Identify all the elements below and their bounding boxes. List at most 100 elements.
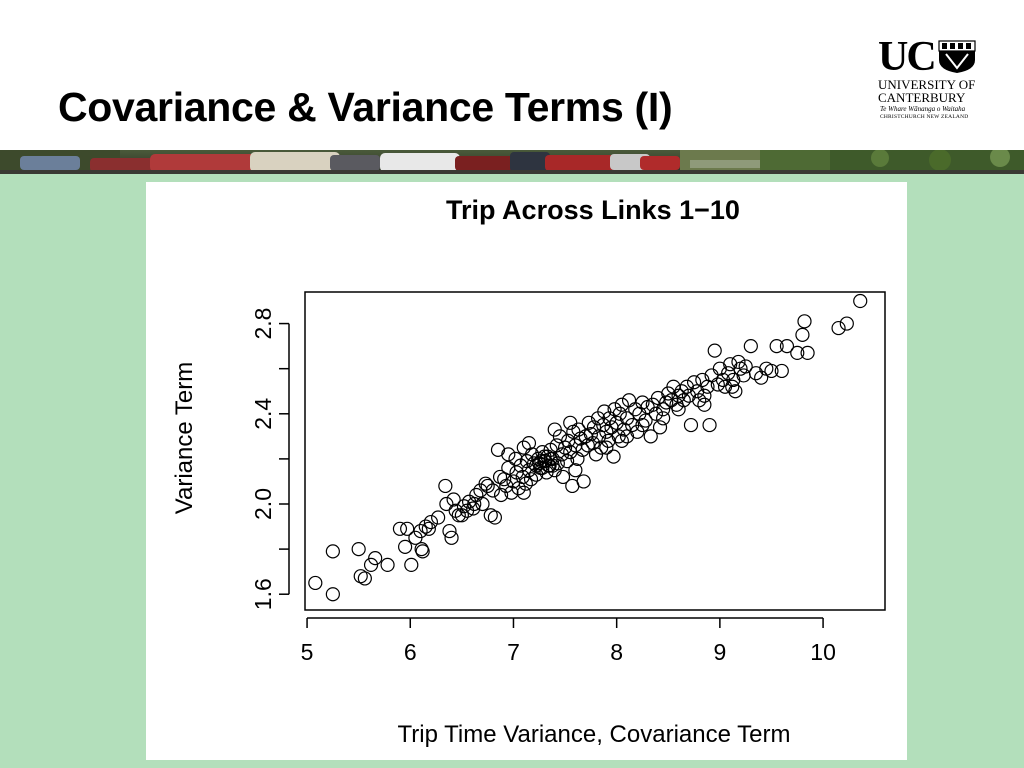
scatter-point [621,393,637,408]
university-logo: UC UNIVERSITY OF CANTERBURY Te Whare Wān… [876,36,982,122]
scatter-point [570,451,585,466]
scatter-point [790,345,805,360]
scatter-point [438,478,453,494]
scatter-point [451,508,466,523]
scatter-point [576,474,591,489]
scatter-point [607,402,622,417]
scatter-point [413,523,428,539]
scatter-point [656,402,671,417]
scatter-point [444,530,459,545]
scatter-point [380,557,395,572]
scatter-point [480,478,495,494]
scatter-point [635,417,650,433]
scatter-point [555,469,571,485]
scatter-point [529,458,544,473]
scatter-point [648,406,663,421]
scatter-point [774,363,789,379]
scatter-point [363,557,379,572]
scatter-point [516,485,531,500]
scatter-point [612,406,627,421]
slide-title: Covariance & Variance Terms (I) [58,84,673,130]
scatter-point [467,496,482,512]
scatter-point [475,496,490,512]
scatter-point [674,384,689,399]
scatter-point [325,544,340,559]
x-tick-label: 9 [713,639,726,665]
scatter-point [779,339,795,354]
scatter-point [518,476,533,491]
y-tick-label: 2.0 [250,488,276,520]
scatter-point [456,499,472,514]
scatter-point [490,442,506,457]
traffic-photo-banner [0,150,1024,174]
scatter-point [725,379,740,394]
scatter-point [560,454,575,469]
y-tick-label: 2.4 [250,398,276,430]
scatter-point [652,420,668,435]
scatter-point [501,460,516,476]
scatter-point [543,451,558,466]
scatter-point [398,539,413,554]
scatter-point [800,345,815,360]
scatter-point [616,422,631,437]
scatter-point [671,402,686,417]
scatter-point [619,429,635,444]
scatter-point [404,557,419,572]
scatter-point [392,521,408,536]
chart-title: Trip Across Links 1−10 [446,195,740,225]
x-axis: 5 6 7 8 9 10 [301,617,836,665]
scatter-point [325,587,340,602]
scatter-point [368,551,383,566]
scatter-point [656,411,671,426]
scatter-point [697,388,712,403]
scatter-point [795,327,810,342]
scatter-point [439,496,454,512]
plot-frame [304,291,886,611]
scatter-point [686,375,702,390]
scatter-point [308,575,323,591]
scatter-point [537,449,552,464]
scatter-point [586,420,602,435]
scatter-point [692,393,707,408]
scatter-point [664,393,679,408]
scatter-point [501,447,516,462]
scatter-point [535,460,550,476]
scatter-point [676,393,691,408]
scatter-point [414,542,429,557]
scatter-point [643,429,658,444]
scatter-point [710,377,725,392]
scatter-point [743,339,758,354]
chart-panel: Trip Across Links 1−10 5 6 7 8 9 10 1.6 2.0 2.4… [146,182,907,760]
scatter-point [769,339,784,354]
scatter-point [357,571,372,586]
scatter-point [521,436,537,451]
scatter-point [638,413,653,428]
y-tick-label: 2.8 [250,308,276,340]
scatter-point [547,422,562,437]
x-tick-label: 6 [404,639,417,665]
scatter-point [421,521,436,536]
scatter-point [581,415,596,430]
scatter-point [351,542,366,557]
scatter-point [454,508,469,523]
scatter-point [557,440,573,455]
y-tick-label: 1.6 [250,578,276,610]
x-tick-label: 10 [810,639,836,665]
scatter-point [728,384,743,399]
scatter-point [523,472,539,487]
scatter-point [583,426,598,442]
scatter-point [446,492,461,507]
scatter-point [423,514,439,530]
logo-line-canterbury: CANTERBURY [878,90,966,105]
scatter-chart: Trip Across Links 1−10 5 6 7 8 9 10 1.6 2.0 2.4… [171,195,886,748]
scatter-point [545,458,560,473]
scatter-point [431,510,446,525]
y-axis: 1.6 2.0 2.4 2.8 [250,308,290,610]
scatter-point [400,521,415,536]
scatter-point [831,320,846,336]
logo-mark: UC [878,34,937,80]
scatter-point [697,397,712,412]
shield-crest-icon [938,40,976,73]
scatter-point [702,417,717,433]
scatter-point [599,424,614,439]
